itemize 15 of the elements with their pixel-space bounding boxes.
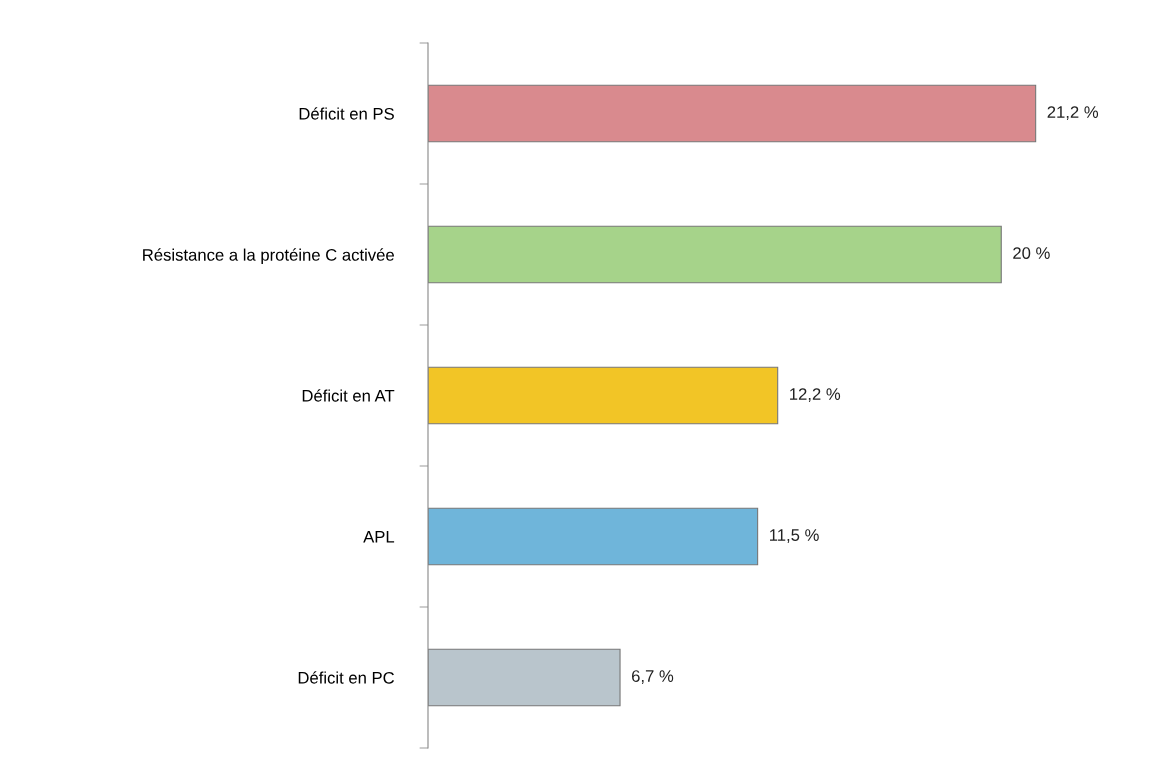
- bar: [428, 648, 621, 707]
- y-tick-label: Déficit en AT: [302, 389, 395, 402]
- bar: [428, 507, 759, 566]
- data-label: 11,5 %: [770, 529, 819, 543]
- bar: [428, 366, 779, 425]
- y-tick-label: APL: [363, 531, 395, 543]
- bar: [428, 84, 1037, 143]
- y-tick-label: Résistance a la protéine C activée: [143, 248, 394, 265]
- data-label: 21,2 %: [1047, 106, 1099, 120]
- y-tick-label: Déficit en PC: [298, 671, 395, 684]
- data-label: 12,2 %: [790, 388, 841, 402]
- bar: [428, 225, 1002, 284]
- y-tick-label: Déficit en PS: [299, 107, 394, 120]
- data-label: 6,7 %: [632, 670, 674, 684]
- data-label: 20 %: [1013, 247, 1050, 259]
